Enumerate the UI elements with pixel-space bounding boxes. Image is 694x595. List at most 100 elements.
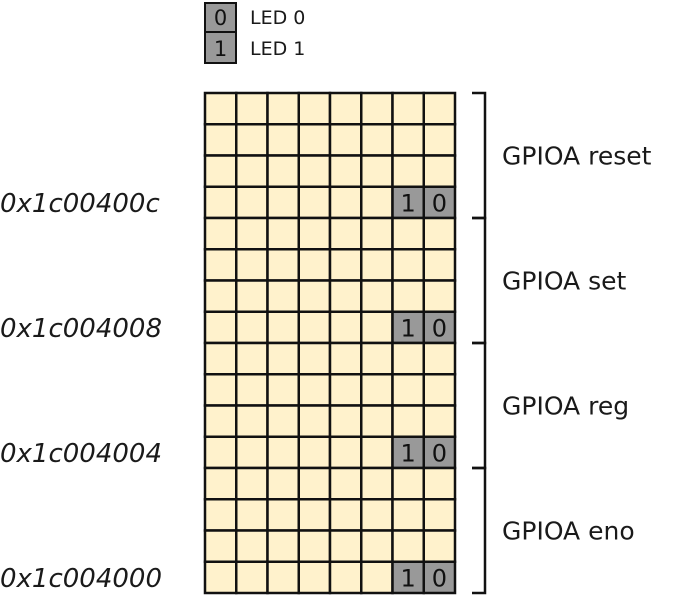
bit-cell (360, 435, 394, 470)
bit-cell (391, 154, 425, 188)
register-brace (472, 466, 487, 595)
bit-cell (297, 216, 332, 251)
bit-cell (203, 279, 238, 313)
bit-cell (235, 216, 269, 251)
bit-cell (328, 185, 363, 220)
bit-cell (391, 498, 425, 532)
bit-cell (328, 279, 363, 313)
bit-cell (297, 560, 332, 595)
bit-cell (422, 279, 457, 313)
bit-cell (203, 529, 238, 563)
bit-cell (266, 560, 300, 595)
bit-cell (422, 498, 457, 532)
bit-cell (391, 279, 425, 313)
legend-box-1 (204, 31, 237, 64)
bit-cell (297, 341, 332, 376)
bit-cell (328, 154, 363, 188)
bit-cell (266, 216, 300, 251)
register-braces (472, 91, 487, 595)
bit-cell (235, 560, 269, 595)
bit-cell (297, 373, 332, 407)
bit-cell (297, 310, 332, 345)
bit-cell (266, 185, 300, 220)
bit-cell (266, 498, 300, 532)
led-bit-digit: 1 (400, 564, 415, 592)
bit-cell (422, 341, 457, 376)
register-name-label: GPIOA reset (502, 142, 652, 171)
bit-cell (266, 341, 300, 376)
bit-cell (360, 123, 394, 157)
bit-cell (360, 185, 394, 220)
bit-cell (297, 466, 332, 501)
bit-cell (360, 498, 394, 532)
bit-cell (422, 154, 457, 188)
register-name-label: GPIOA reg (502, 392, 629, 421)
bit-cell (297, 498, 332, 532)
legend-item-led1: 1 LED 1 (204, 31, 305, 64)
led-bit-digit: 1 (400, 189, 415, 217)
bit-cell (203, 185, 238, 220)
bit-cell (360, 91, 394, 126)
led-bit-digit: 0 (432, 439, 447, 467)
bit-cell (422, 216, 457, 251)
bit-cell (328, 341, 363, 376)
bit-cell (203, 560, 238, 595)
register-name-label: GPIOA set (502, 267, 627, 296)
led-bit-digit: 1 (400, 439, 415, 467)
legend-item-led0: 0 LED 0 (204, 2, 305, 33)
led-bit-digit: 0 (432, 314, 447, 342)
legend-digit-0: 0 (214, 6, 227, 30)
bit-cell (422, 248, 457, 282)
bit-cell (235, 404, 269, 438)
bit-cell (266, 310, 300, 345)
bit-cell (360, 373, 394, 407)
bit-cell (203, 123, 238, 157)
bit-cell (422, 404, 457, 438)
bit-cell (422, 466, 457, 501)
bit-cell (203, 91, 238, 126)
bit-cell (266, 154, 300, 188)
register-brace (472, 216, 487, 345)
bit-cell (391, 248, 425, 282)
bit-cell (391, 123, 425, 157)
bit-cell (297, 529, 332, 563)
bit-grid: 1 01 01 01 0 (203, 91, 457, 595)
bit-cell (266, 435, 300, 470)
bit-cell (235, 435, 269, 470)
bit-cell (360, 466, 394, 501)
bit-cell (391, 341, 425, 376)
led-bit-cell (391, 560, 425, 595)
legend-digit-1: 1 (214, 37, 227, 61)
bit-cell (203, 435, 238, 470)
bit-cell (235, 91, 269, 126)
bit-cell (328, 498, 363, 532)
bit-cell (328, 404, 363, 438)
register-address-label: 0x1c004004 (0, 439, 162, 469)
bit-cell (235, 529, 269, 563)
bit-cell (422, 123, 457, 157)
bit-cell (297, 185, 332, 220)
legend-label-led1: LED 1 (250, 38, 305, 60)
bit-cell (328, 373, 363, 407)
register-name-label: GPIOA eno (502, 517, 635, 546)
bit-cell (266, 529, 300, 563)
led-bit-cell (422, 435, 457, 470)
bit-cell (235, 154, 269, 188)
bit-cell (203, 248, 238, 282)
bit-cell (391, 216, 425, 251)
bit-cell (235, 373, 269, 407)
bit-cell (203, 154, 238, 188)
legend: 0 LED 0 1 LED 1 (204, 2, 305, 64)
bit-cell (297, 248, 332, 282)
register-address-label: 0x1c004008 (0, 314, 162, 344)
led-bit-digit: 0 (432, 564, 447, 592)
bit-cell (235, 185, 269, 220)
register-address-label: 0x1c00400c (0, 189, 160, 219)
bit-cell (266, 373, 300, 407)
bit-cell (297, 404, 332, 438)
bit-cell (203, 498, 238, 532)
bit-cell (328, 216, 363, 251)
bit-cell (297, 279, 332, 313)
bit-cell (360, 154, 394, 188)
